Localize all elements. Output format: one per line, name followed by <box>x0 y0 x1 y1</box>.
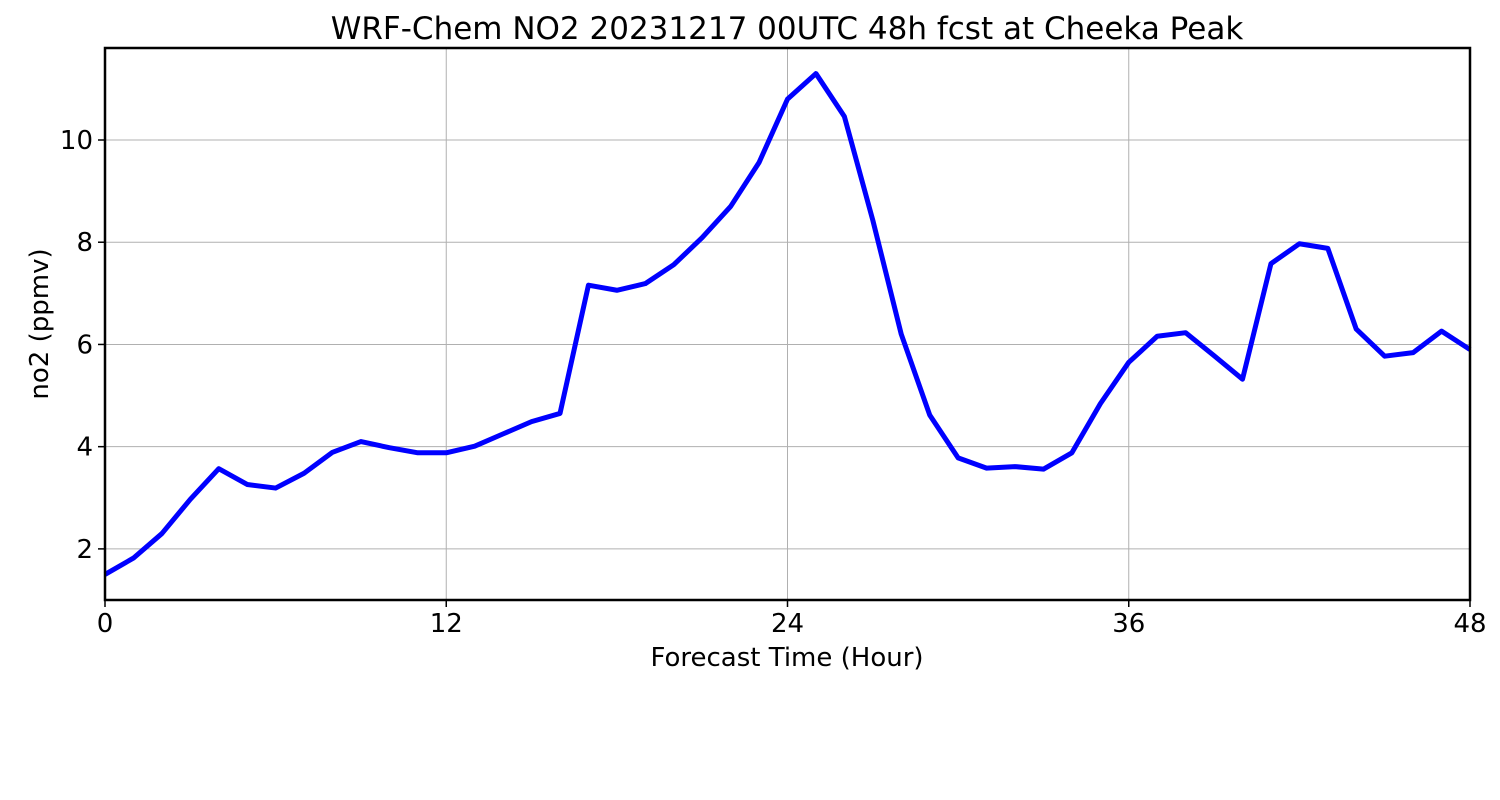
y-tick-label: 2 <box>76 535 93 565</box>
y-tick-label: 4 <box>76 433 93 463</box>
x-tick-label: 12 <box>430 609 463 639</box>
no2-series-line <box>103 71 1472 577</box>
y-tick-label: 10 <box>60 126 93 156</box>
series-layer <box>103 71 1472 577</box>
x-tick-label: 24 <box>771 609 804 639</box>
y-tick-label: 8 <box>76 228 93 258</box>
y-tick-label: 6 <box>76 330 93 360</box>
grid <box>105 48 1470 600</box>
chart-title: WRF-Chem NO2 20231217 00UTC 48h fcst at … <box>331 11 1244 47</box>
x-tick-label: 36 <box>1112 609 1145 639</box>
x-tick-label: 48 <box>1453 609 1486 639</box>
x-tick-label: 0 <box>97 609 114 639</box>
x-axis-label: Forecast Time (Hour) <box>650 643 923 673</box>
y-axis-label: no2 (ppmv) <box>25 248 55 399</box>
